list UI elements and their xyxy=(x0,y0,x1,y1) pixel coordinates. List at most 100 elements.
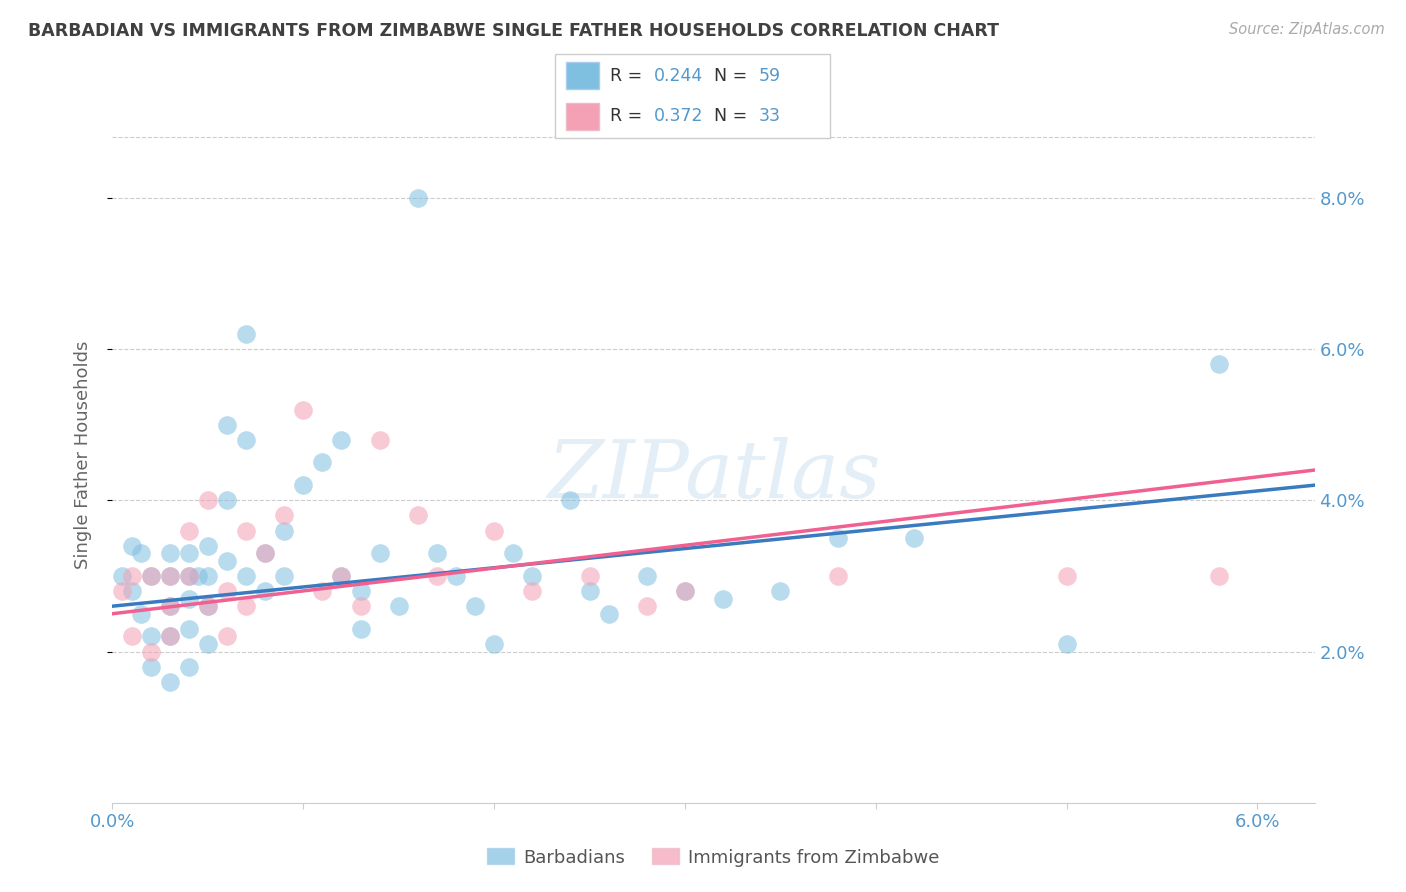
Point xyxy=(159,546,181,560)
Point xyxy=(349,622,371,636)
Point xyxy=(159,629,181,643)
Point xyxy=(129,607,152,621)
Point xyxy=(444,569,467,583)
Point xyxy=(368,546,391,560)
Point xyxy=(177,569,200,583)
Point xyxy=(159,569,181,583)
Text: 33: 33 xyxy=(758,107,780,125)
Point xyxy=(197,539,219,553)
Point xyxy=(273,508,295,523)
FancyBboxPatch shape xyxy=(567,62,599,89)
Point xyxy=(121,629,143,643)
Text: N =: N = xyxy=(714,107,754,125)
Point xyxy=(159,569,181,583)
Point xyxy=(560,493,582,508)
Point xyxy=(177,569,200,583)
Point xyxy=(121,569,143,583)
FancyBboxPatch shape xyxy=(567,103,599,130)
Point xyxy=(388,599,411,614)
Text: ZIPatlas: ZIPatlas xyxy=(547,437,880,515)
Point xyxy=(578,584,600,599)
Point xyxy=(235,433,257,447)
Point xyxy=(111,584,134,599)
Point xyxy=(1056,637,1078,651)
Point xyxy=(187,569,209,583)
Point xyxy=(673,584,696,599)
Point xyxy=(111,569,134,583)
Point xyxy=(711,591,734,606)
Point xyxy=(330,569,353,583)
Point xyxy=(1208,569,1230,583)
Point xyxy=(139,569,162,583)
Point xyxy=(177,546,200,560)
Point xyxy=(235,569,257,583)
Point xyxy=(235,524,257,538)
Text: 59: 59 xyxy=(758,67,780,85)
Point xyxy=(139,644,162,658)
Point xyxy=(215,493,238,508)
Text: 0.372: 0.372 xyxy=(654,107,703,125)
Point xyxy=(426,546,449,560)
Point xyxy=(235,599,257,614)
Point xyxy=(349,599,371,614)
Point xyxy=(406,508,429,523)
Y-axis label: Single Father Households: Single Father Households xyxy=(73,341,91,569)
Point xyxy=(368,433,391,447)
Point xyxy=(254,546,277,560)
Point xyxy=(330,433,353,447)
Point xyxy=(827,531,849,545)
Point xyxy=(197,569,219,583)
Point xyxy=(139,629,162,643)
Point xyxy=(177,591,200,606)
Point xyxy=(139,659,162,673)
Point xyxy=(159,629,181,643)
Point xyxy=(121,539,143,553)
Point xyxy=(464,599,486,614)
Point xyxy=(482,637,505,651)
Point xyxy=(673,584,696,599)
Point xyxy=(482,524,505,538)
Point xyxy=(254,546,277,560)
Text: BARBADIAN VS IMMIGRANTS FROM ZIMBABWE SINGLE FATHER HOUSEHOLDS CORRELATION CHART: BARBADIAN VS IMMIGRANTS FROM ZIMBABWE SI… xyxy=(28,22,1000,40)
Text: 0.244: 0.244 xyxy=(654,67,703,85)
Point xyxy=(349,584,371,599)
Point xyxy=(159,674,181,689)
Point xyxy=(636,569,658,583)
Point xyxy=(292,402,315,417)
Point xyxy=(426,569,449,583)
Point xyxy=(1056,569,1078,583)
Point xyxy=(197,599,219,614)
Point xyxy=(197,493,219,508)
Point xyxy=(522,569,544,583)
Point xyxy=(139,569,162,583)
Point xyxy=(311,584,333,599)
Point xyxy=(502,546,524,560)
Point xyxy=(598,607,620,621)
Point xyxy=(273,524,295,538)
Point xyxy=(129,546,152,560)
Text: R =: R = xyxy=(610,107,648,125)
Text: Source: ZipAtlas.com: Source: ZipAtlas.com xyxy=(1229,22,1385,37)
Point xyxy=(578,569,600,583)
Point xyxy=(215,417,238,432)
Point xyxy=(406,191,429,205)
Point xyxy=(215,629,238,643)
Point xyxy=(121,584,143,599)
Point xyxy=(177,524,200,538)
Point xyxy=(636,599,658,614)
Legend: Barbadians, Immigrants from Zimbabwe: Barbadians, Immigrants from Zimbabwe xyxy=(479,841,948,874)
Point xyxy=(330,569,353,583)
Point xyxy=(215,554,238,568)
Point xyxy=(903,531,925,545)
Point xyxy=(1208,357,1230,371)
Point xyxy=(235,326,257,341)
Point xyxy=(177,622,200,636)
Point xyxy=(159,599,181,614)
FancyBboxPatch shape xyxy=(555,54,830,138)
Point xyxy=(273,569,295,583)
Text: N =: N = xyxy=(714,67,754,85)
Point xyxy=(311,455,333,469)
Point xyxy=(827,569,849,583)
Point xyxy=(197,637,219,651)
Point xyxy=(197,599,219,614)
